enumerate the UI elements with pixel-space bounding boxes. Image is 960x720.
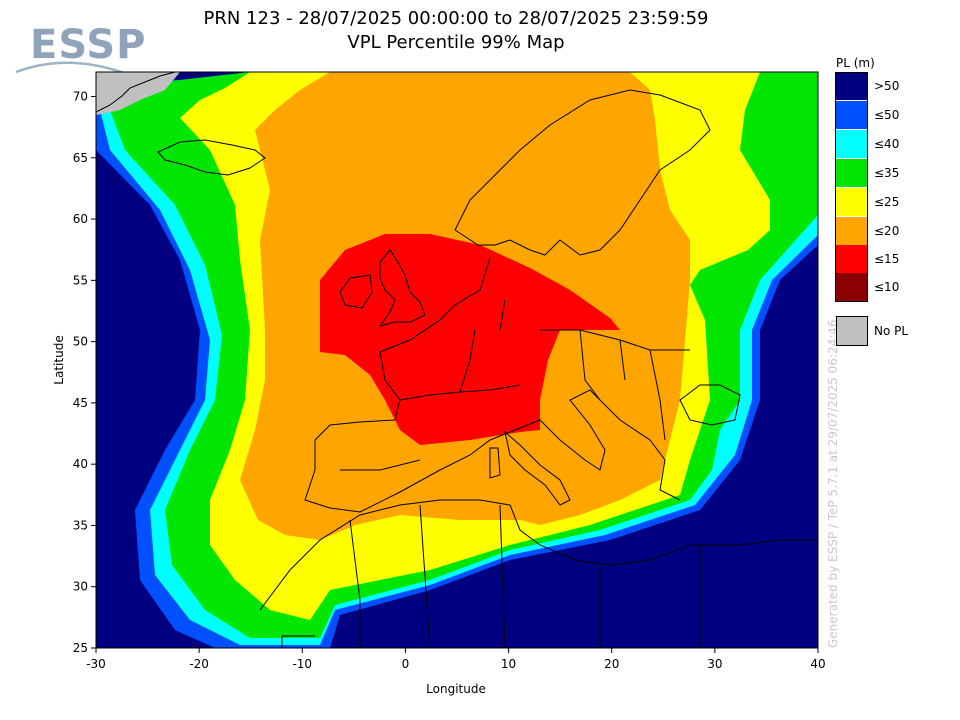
coast-africa bbox=[259, 499, 818, 611]
legend-label: ≤50 bbox=[874, 108, 900, 122]
x-tick-label: -10 bbox=[292, 657, 312, 671]
legend-swatch-no-pl bbox=[836, 316, 868, 346]
x-tick-label: -20 bbox=[189, 657, 209, 671]
region-no-pl bbox=[96, 72, 180, 115]
legend-item: ≤10 bbox=[836, 273, 956, 302]
y-tick-label: 70 bbox=[73, 90, 88, 104]
coast-ireland bbox=[339, 274, 373, 309]
x-axis-label: Longitude bbox=[426, 682, 486, 696]
x-tick-label: -30 bbox=[86, 657, 106, 671]
legend-swatch bbox=[836, 101, 868, 129]
legend-swatch bbox=[836, 217, 868, 245]
legend-label: ≤40 bbox=[874, 137, 900, 151]
legend-label-no-pl: No PL bbox=[874, 324, 909, 338]
y-ticks: 25 30 35 40 45 50 55 60 65 70 bbox=[73, 90, 96, 655]
y-tick-label: 35 bbox=[73, 518, 88, 532]
plot-frame bbox=[95, 71, 819, 649]
y-tick-label: 40 bbox=[73, 457, 88, 471]
region-le15 bbox=[320, 234, 620, 445]
x-ticks: -30 -20 -10 0 10 20 30 40 bbox=[86, 648, 826, 671]
y-tick-label: 55 bbox=[73, 273, 88, 287]
x-tick-label: 30 bbox=[707, 657, 722, 671]
legend-swatch bbox=[836, 245, 868, 273]
legend-item: ≤25 bbox=[836, 188, 956, 217]
legend-swatch bbox=[836, 188, 868, 216]
x-tick-label: 10 bbox=[501, 657, 516, 671]
coast-scandinavia bbox=[454, 89, 711, 256]
legend-item: ≤20 bbox=[836, 217, 956, 246]
logo-text: ESSP bbox=[30, 22, 147, 68]
legend-item: ≤40 bbox=[836, 130, 956, 159]
y-tick-label: 50 bbox=[73, 335, 88, 349]
y-tick-label: 30 bbox=[73, 580, 88, 594]
x-tick-label: 40 bbox=[810, 657, 825, 671]
x-tick-label: 0 bbox=[402, 657, 410, 671]
coast-continent bbox=[304, 257, 681, 513]
legend-swatch bbox=[836, 72, 868, 100]
legend-item: ≤35 bbox=[836, 159, 956, 188]
y-tick-label: 25 bbox=[73, 641, 88, 655]
coast-gb bbox=[378, 249, 426, 327]
legend-item: ≤15 bbox=[836, 245, 956, 274]
map-title: PRN 123 - 28/07/2025 00:00:00 to 28/07/2… bbox=[203, 8, 709, 29]
legend-frame bbox=[835, 72, 868, 302]
coast-italy bbox=[504, 430, 571, 506]
coastlines bbox=[96, 72, 818, 648]
y-tick-label: 45 bbox=[73, 396, 88, 410]
y-axis-label: Latitude bbox=[52, 335, 66, 384]
legend-swatch bbox=[836, 273, 868, 301]
legend-swatch bbox=[836, 130, 868, 158]
legend-label: >50 bbox=[874, 79, 900, 93]
legend-label: ≤20 bbox=[874, 224, 900, 238]
generated-note: Generated by ESSP / TeP 5.7.1 at 29/07/2… bbox=[826, 319, 840, 648]
legend-label: ≤25 bbox=[874, 195, 900, 209]
coast-greenland bbox=[96, 72, 176, 113]
borders bbox=[281, 299, 701, 648]
y-tick-label: 65 bbox=[73, 151, 88, 165]
x-tick-label: 20 bbox=[604, 657, 619, 671]
map-regions bbox=[96, 72, 818, 648]
legend-title: PL (m) bbox=[836, 56, 875, 70]
coast-black-sea bbox=[679, 384, 741, 426]
legend-item-no-pl: No PL bbox=[836, 316, 956, 348]
map-subtitle: VPL Percentile 99% Map bbox=[347, 32, 565, 53]
y-tick-label: 60 bbox=[73, 212, 88, 226]
legend-item: >50 bbox=[836, 72, 956, 101]
legend-item: ≤50 bbox=[836, 101, 956, 130]
legend-swatch bbox=[836, 159, 868, 187]
legend-label: ≤35 bbox=[874, 166, 900, 180]
legend-label: ≤15 bbox=[874, 252, 900, 266]
coast-iceland bbox=[157, 139, 266, 176]
legend-label: ≤10 bbox=[874, 280, 900, 294]
coast-sardinia bbox=[489, 447, 501, 479]
